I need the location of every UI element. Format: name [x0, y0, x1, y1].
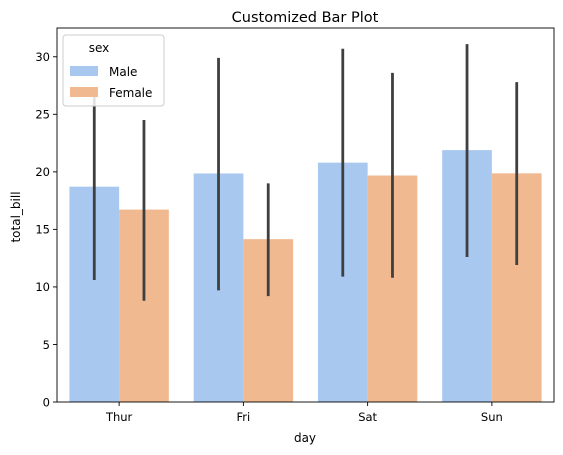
y-tick-label-20: 20 — [35, 165, 50, 179]
y-tick-label-15: 15 — [35, 223, 50, 237]
plot-area — [69, 44, 542, 402]
x-tick-label-sun: Sun — [481, 410, 503, 424]
x-tick-label-fri: Fri — [237, 410, 251, 424]
axes: 0 5 10 15 20 25 30 Thur Fri Sat Sun — [35, 27, 555, 424]
legend-label-female: Female — [109, 86, 152, 100]
y-tick-label-30: 30 — [35, 50, 50, 64]
legend-swatch-female — [70, 87, 98, 97]
y-tick-label-5: 5 — [43, 338, 50, 352]
y-tick-label-10: 10 — [35, 280, 50, 294]
y-tick-label-0: 0 — [43, 395, 50, 409]
legend-title: sex — [89, 41, 110, 55]
x-tick-label-sat: Sat — [358, 410, 377, 424]
legend: sex Male Female — [62, 34, 165, 107]
legend-label-male: Male — [109, 65, 137, 79]
axes-frame — [56, 27, 555, 403]
y-tick-label-25: 25 — [35, 108, 50, 122]
y-axis-label: total_bill — [9, 191, 23, 242]
chart-title: Customized Bar Plot — [232, 10, 379, 26]
x-axis-label: day — [294, 431, 316, 445]
x-tick-label-thur: Thur — [105, 410, 133, 424]
legend-swatch-male — [70, 66, 98, 76]
